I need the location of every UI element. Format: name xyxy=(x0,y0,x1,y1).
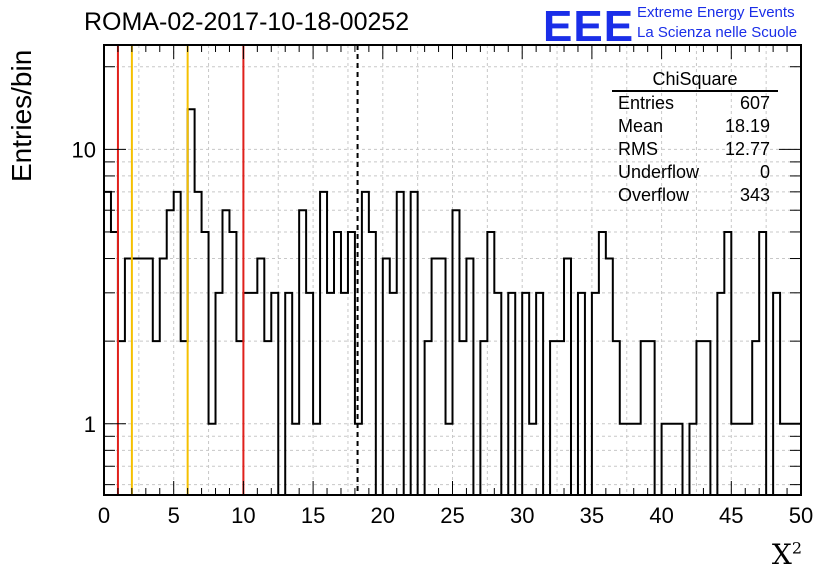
stats-title: ChiSquare xyxy=(612,68,778,92)
x-tick-label: 50 xyxy=(789,503,813,528)
logo-line-1: Extreme Energy Events xyxy=(637,4,795,21)
x-tick-label: 15 xyxy=(301,503,325,528)
x-axis-label: X2 xyxy=(771,538,802,571)
x-tick-label: 5 xyxy=(168,503,180,528)
stats-row: Underflow 0 xyxy=(618,162,770,182)
y-tick-label: 1 xyxy=(84,412,96,437)
x-tick-label: 35 xyxy=(580,503,604,528)
x-tick-label: 20 xyxy=(371,503,395,528)
stats-row: Overflow 343 xyxy=(618,185,770,205)
stats-row: Mean 18.19 xyxy=(618,116,770,136)
y-tick-label: 10 xyxy=(72,137,96,162)
x-tick-label: 40 xyxy=(649,503,673,528)
x-tick-label: 30 xyxy=(510,503,534,528)
chart-title: ROMA-02-2017-10-18-00252 xyxy=(84,8,410,36)
histogram-series xyxy=(104,108,801,495)
stats-row: Entries 607 xyxy=(618,93,770,113)
x-tick-label: 45 xyxy=(719,503,743,528)
x-tick-label: 0 xyxy=(98,503,110,528)
x-tick-label: 25 xyxy=(440,503,464,528)
logo-line-2: La Scienza nelle Scuole xyxy=(637,24,798,41)
x-tick-label: 10 xyxy=(231,503,255,528)
y-axis-label: Entries/bin xyxy=(6,49,37,182)
stats-row: RMS 12.77 xyxy=(618,139,770,159)
eee-logo: EEE xyxy=(543,2,635,51)
stats-box: ChiSquare Entries 607 Mean 18.19 RMS 12.77 … xyxy=(612,68,778,207)
